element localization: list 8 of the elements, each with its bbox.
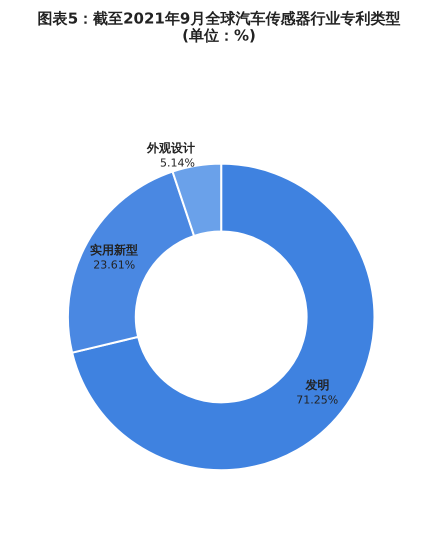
data-label: 23.61% [93, 258, 136, 272]
data-label: 5.14% [160, 156, 195, 170]
slice-label: 实用新型 [90, 243, 138, 258]
chart-title: 图表5：截至2021年9月全球汽车传感器行业专利类型 [38, 10, 400, 28]
chart-subtitle: (单位：%) [182, 26, 256, 44]
slice-label: 发明 [304, 378, 330, 392]
data-label: 71.25% [296, 394, 338, 407]
slice-label: 外观设计 [146, 141, 195, 156]
